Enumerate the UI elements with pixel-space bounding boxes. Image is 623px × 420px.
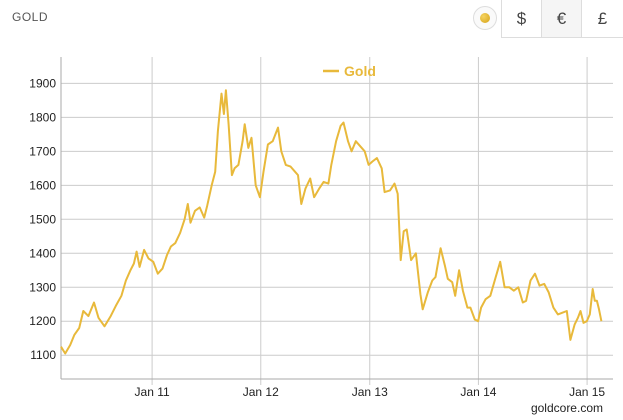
credit-label: goldcore.com bbox=[530, 401, 603, 415]
gold-series-line bbox=[60, 89, 603, 355]
y-tick-label: 1300 bbox=[29, 280, 56, 294]
gold-coin-icon bbox=[480, 13, 490, 23]
y-tick-label: 1200 bbox=[29, 314, 56, 328]
y-tick-label: 1400 bbox=[29, 246, 56, 260]
x-axis-labels: Jan 11 Jan 12 Jan 13 Jan 14 Jan 15 bbox=[135, 385, 606, 399]
y-gridlines bbox=[61, 82, 613, 356]
chart-axes bbox=[60, 57, 613, 380]
gold-metal-toggle[interactable] bbox=[473, 6, 497, 30]
currency-gbp-button[interactable]: £ bbox=[581, 0, 623, 38]
page-title: GOLD bbox=[12, 10, 49, 24]
y-axis-labels: 1100 1200 1300 1400 1500 1600 1700 1800 1900 bbox=[29, 76, 56, 362]
x-tick-label: Jan 14 bbox=[460, 385, 496, 399]
legend-label-gold[interactable]: Gold bbox=[344, 63, 376, 79]
y-tick-label: 1800 bbox=[29, 110, 56, 124]
x-tick-label: Jan 15 bbox=[569, 385, 605, 399]
chart-legend[interactable]: Gold bbox=[323, 63, 376, 79]
y-tick-label: 1100 bbox=[30, 348, 56, 362]
x-tick-label: Jan 13 bbox=[352, 385, 388, 399]
currency-selector: $ € £ bbox=[501, 0, 623, 38]
gold-price-chart: 1100 1200 1300 1400 1500 1600 1700 1800 1900 Jan… bbox=[29, 57, 613, 399]
y-tick-label: 1700 bbox=[29, 144, 56, 158]
currency-eur-button[interactable]: € bbox=[541, 0, 581, 38]
y-tick-label: 1900 bbox=[29, 76, 56, 90]
x-tick-label: Jan 12 bbox=[243, 385, 279, 399]
y-tick-label: 1500 bbox=[29, 212, 56, 226]
currency-usd-button[interactable]: $ bbox=[501, 0, 541, 38]
y-tick-label: 1600 bbox=[29, 178, 56, 192]
x-gridlines bbox=[151, 57, 588, 385]
header-bar: GOLD $ € £ bbox=[0, 0, 623, 40]
x-tick-label: Jan 11 bbox=[135, 385, 170, 399]
